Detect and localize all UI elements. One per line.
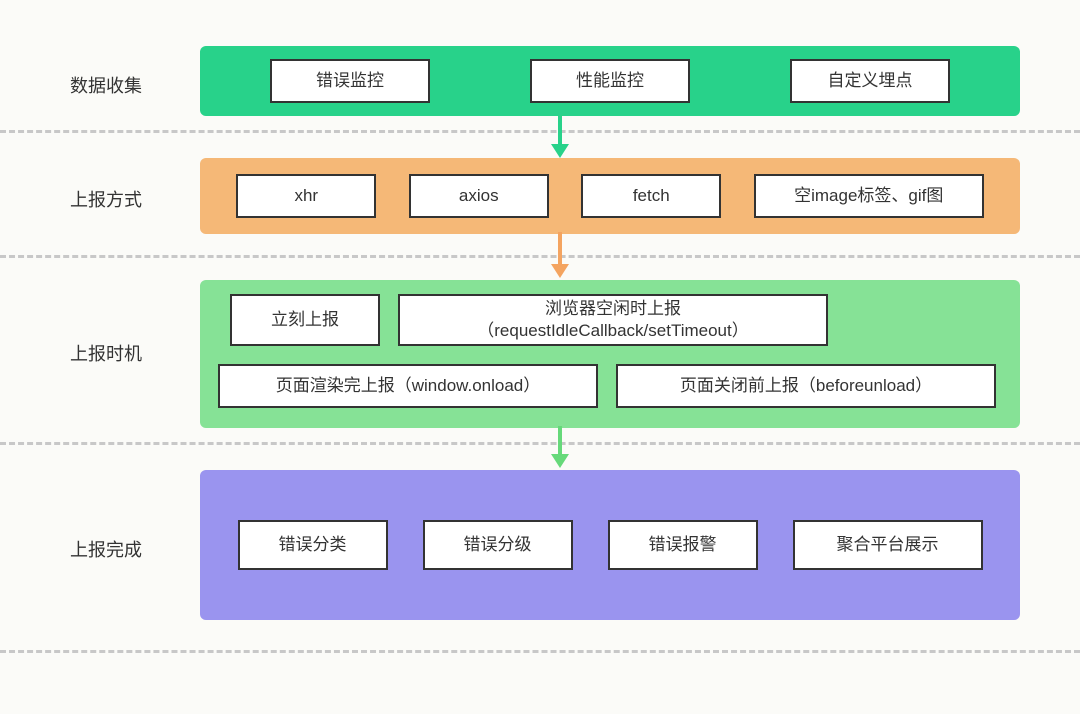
box-aggregate-display: 聚合平台展示 [793, 520, 983, 570]
box-error-category: 错误分类 [238, 520, 388, 570]
box-report-onload: 页面渲染完上报（window.onload） [218, 364, 598, 408]
section-3-box: 立刻上报 浏览器空闲时上报 （requestIdleCallback/setTi… [200, 280, 1020, 428]
box-report-now: 立刻上报 [230, 294, 380, 346]
box-fetch: fetch [581, 174, 721, 218]
box-error-level: 错误分级 [423, 520, 573, 570]
box-report-beforeunload: 页面关闭前上报（beforeunload） [616, 364, 996, 408]
divider-4 [0, 650, 1080, 653]
section-4-label: 上报完成 [70, 536, 142, 562]
box-report-idle: 浏览器空闲时上报 （requestIdleCallback/setTimeout… [398, 294, 828, 346]
box-error-alert: 错误报警 [608, 520, 758, 570]
divider-1 [0, 130, 1080, 133]
box-error-monitor: 错误监控 [270, 59, 430, 103]
divider-2 [0, 255, 1080, 258]
diagram-canvas: 数据收集 错误监控 性能监控 自定义埋点 上报方式 xhr axios fetc… [0, 0, 1080, 714]
box-axios: axios [409, 174, 549, 218]
section-2-box: xhr axios fetch 空image标签、gif图 [200, 158, 1020, 234]
section-2-label: 上报方式 [70, 186, 142, 212]
divider-3 [0, 442, 1080, 445]
section-1-label: 数据收集 [70, 72, 142, 98]
section-1-box: 错误监控 性能监控 自定义埋点 [200, 46, 1020, 116]
box-perf-monitor: 性能监控 [530, 59, 690, 103]
box-image-gif: 空image标签、gif图 [754, 174, 984, 218]
box-xhr: xhr [236, 174, 376, 218]
section-4-box: 错误分类 错误分级 错误报警 聚合平台展示 [200, 470, 1020, 620]
section-3-label: 上报时机 [70, 340, 142, 366]
box-custom-track: 自定义埋点 [790, 59, 950, 103]
